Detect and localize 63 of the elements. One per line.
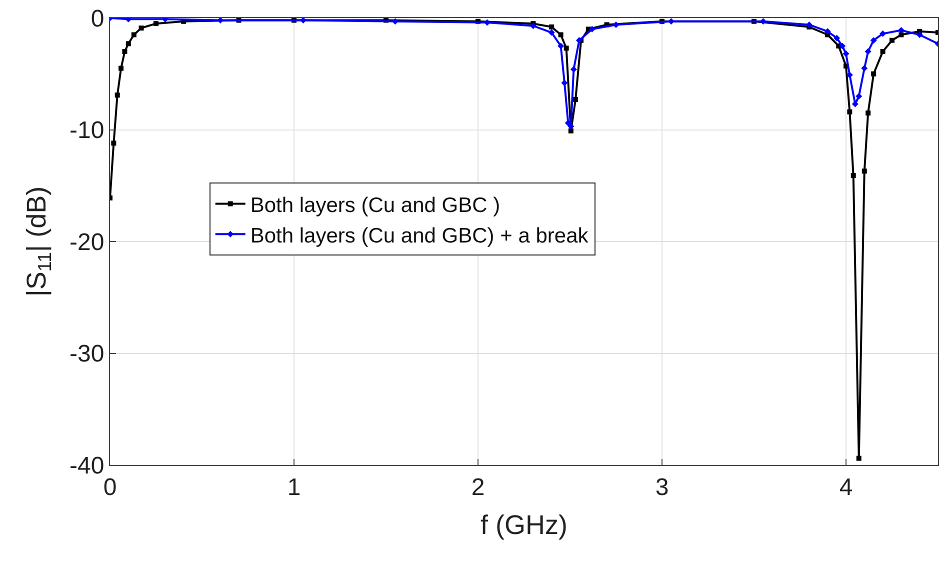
point bbox=[118, 66, 124, 71]
point bbox=[861, 65, 868, 72]
point bbox=[612, 21, 620, 28]
point bbox=[856, 456, 862, 461]
point bbox=[846, 72, 853, 78]
point bbox=[154, 21, 158, 26]
point bbox=[131, 32, 136, 38]
point bbox=[916, 32, 923, 38]
point bbox=[842, 50, 850, 58]
point bbox=[570, 66, 577, 73]
y-tick-label: -40 bbox=[70, 452, 104, 480]
x-tick-label: 2 bbox=[471, 474, 485, 501]
legend-label: Both layers (Cu and GBC ) bbox=[250, 194, 500, 217]
point bbox=[564, 46, 569, 51]
point bbox=[573, 97, 578, 102]
x-tick-label: 1 bbox=[287, 474, 301, 501]
y-tick-label: -10 bbox=[70, 117, 104, 144]
y-tick-label: -20 bbox=[70, 228, 104, 256]
point bbox=[558, 32, 564, 38]
legend-label: Both layers (Cu and GBC) + a break bbox=[250, 224, 589, 248]
point bbox=[834, 34, 840, 42]
point bbox=[880, 30, 886, 37]
x-tick-label: 3 bbox=[655, 474, 669, 501]
point bbox=[850, 173, 856, 178]
x-tick-label: 4 bbox=[839, 474, 853, 501]
point bbox=[760, 18, 766, 25]
point bbox=[114, 92, 120, 98]
point bbox=[806, 21, 812, 28]
point bbox=[866, 110, 871, 116]
point bbox=[392, 18, 398, 25]
point bbox=[300, 18, 306, 24]
point bbox=[847, 109, 852, 114]
y-tick-label: 0 bbox=[90, 5, 104, 32]
point bbox=[122, 49, 128, 54]
point bbox=[558, 42, 564, 50]
x-axis-title: f (GHz) bbox=[480, 510, 568, 540]
point bbox=[576, 37, 582, 44]
point bbox=[588, 26, 596, 32]
point bbox=[898, 27, 904, 34]
point bbox=[864, 48, 872, 55]
point bbox=[856, 92, 862, 100]
point bbox=[549, 24, 554, 30]
point bbox=[898, 32, 904, 38]
point bbox=[126, 41, 131, 46]
point bbox=[111, 140, 116, 146]
point bbox=[568, 128, 574, 134]
point bbox=[824, 28, 831, 35]
point bbox=[839, 42, 846, 50]
point bbox=[871, 71, 876, 76]
point bbox=[668, 18, 674, 25]
point bbox=[890, 38, 894, 43]
point bbox=[564, 120, 572, 126]
point bbox=[530, 22, 536, 30]
point bbox=[138, 26, 144, 31]
point bbox=[217, 18, 224, 24]
point bbox=[862, 168, 867, 174]
point bbox=[568, 123, 574, 130]
point bbox=[880, 49, 886, 54]
point bbox=[561, 80, 568, 86]
point bbox=[870, 37, 877, 44]
point bbox=[548, 29, 555, 36]
point bbox=[484, 19, 490, 26]
y-tick-label: -30 bbox=[70, 340, 104, 368]
